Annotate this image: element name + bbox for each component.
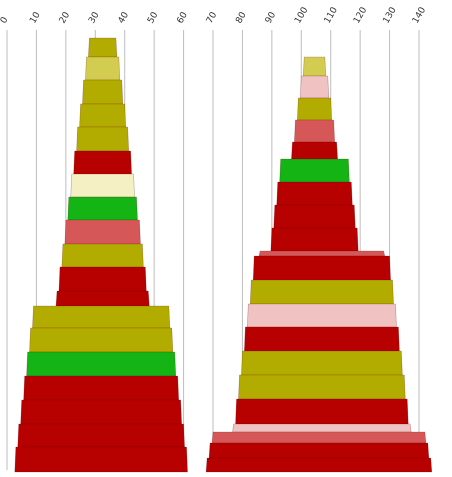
stack-1-segment	[85, 56, 121, 81]
tick-label: 30	[87, 10, 102, 25]
stack-2-segment	[299, 75, 330, 99]
stack-1-segment	[20, 399, 182, 425]
stack-1-segment	[17, 423, 185, 448]
stack-2-segment	[297, 97, 333, 121]
stack-layer	[14, 37, 433, 473]
tick-label: 80	[234, 10, 249, 25]
stack-2-segment	[294, 119, 335, 143]
stack-2-segment	[258, 250, 386, 257]
tick-label: 0	[0, 15, 11, 25]
stack-2-segment	[244, 326, 400, 352]
stack-2-segment	[249, 279, 394, 305]
stack-1-segment	[61, 243, 144, 268]
stack-2	[205, 56, 433, 473]
stack-2-segment	[270, 227, 359, 252]
stack-2-segment	[302, 56, 327, 77]
stack-2-segment	[238, 374, 406, 400]
stack-2-segment	[205, 457, 433, 473]
tick-label: 140	[411, 5, 428, 25]
tick-label: 70	[205, 10, 220, 25]
stack-1-segment	[64, 219, 141, 245]
tick-label: 130	[382, 5, 399, 25]
stack-1-segment	[67, 196, 138, 221]
stack-2-segment	[241, 350, 403, 376]
stack-1-segment	[23, 375, 179, 401]
tick-label: 10	[28, 10, 43, 25]
stack-1-segment	[29, 327, 174, 353]
tick-label: 50	[146, 10, 161, 25]
stack-1-segment	[76, 126, 129, 152]
stack-2-segment	[208, 442, 430, 459]
stack-2-segment	[276, 181, 353, 206]
stack-2-segment	[279, 158, 350, 183]
tick-label: 20	[58, 10, 73, 25]
stack-1-segment	[26, 351, 177, 377]
tick-label: 120	[352, 5, 369, 25]
stack-2-segment	[235, 398, 409, 425]
stack-1-segment	[55, 290, 150, 307]
stack-2-segment	[211, 431, 427, 444]
stack-1-segment	[32, 305, 171, 329]
tick-label: 90	[264, 10, 279, 25]
tick-label-layer: 0 10 20 30 40 50 60 70 80 90 100 110 120 130 140	[0, 5, 428, 25]
tick-label: 60	[176, 10, 191, 25]
stack-2-segment	[273, 204, 356, 229]
stack-1-segment	[70, 173, 135, 198]
stack-2-segment	[252, 255, 391, 281]
stack-2-segment	[291, 141, 338, 160]
stack-1-segment	[14, 446, 188, 473]
stack-2-segment	[247, 303, 397, 328]
tick-label: 40	[117, 10, 132, 25]
stack-1	[14, 37, 188, 473]
stack-2-segment	[232, 423, 412, 433]
stack-1-segment	[73, 150, 132, 175]
stack-1-segment	[82, 79, 124, 105]
tick-label: 110	[323, 5, 340, 25]
tick-label: 100	[293, 5, 310, 25]
stack-1-segment	[88, 37, 118, 58]
stack-1-segment	[79, 103, 127, 128]
stack-1-segment	[58, 266, 147, 292]
